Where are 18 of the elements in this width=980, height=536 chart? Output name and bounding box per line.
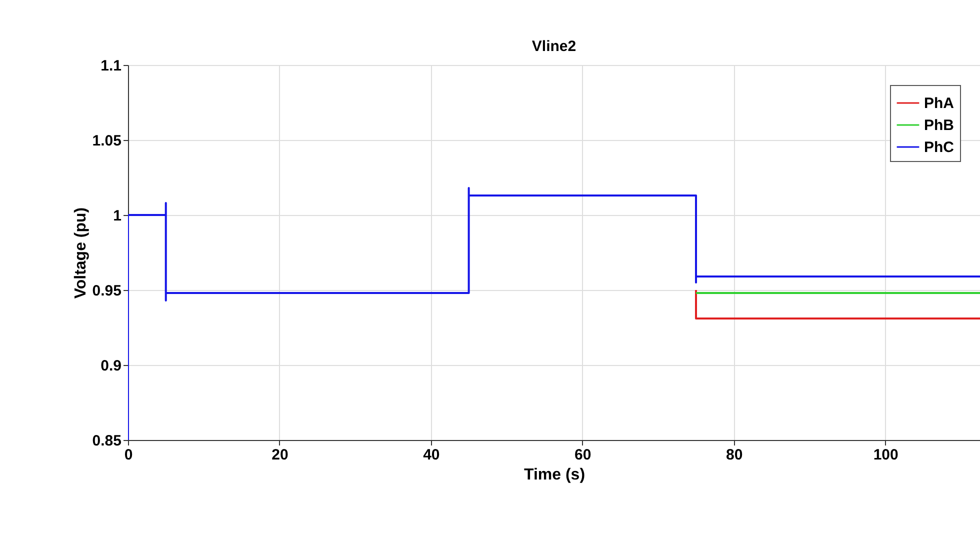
x-tick-label: 60 (574, 446, 592, 464)
x-axis-title: Time (s) (524, 466, 586, 484)
legend-label: PhC (924, 139, 954, 156)
legend-label: PhA (924, 95, 954, 112)
y-axis-title: Voltage (pu) (72, 207, 90, 299)
x-tick-label: 20 (272, 446, 288, 464)
y-tick-label: 1.1 (100, 58, 122, 74)
y-tick-label: 1.05 (92, 132, 122, 150)
x-tick-label: 80 (726, 446, 743, 464)
x-tick-label: 40 (423, 446, 440, 464)
y-tick-label: 0.9 (100, 358, 122, 374)
legend-label: PhB (924, 117, 954, 134)
y-tick-label: 0.95 (92, 282, 122, 300)
y-tick-label: 1 (113, 208, 122, 224)
x-tick-label: 0 (124, 446, 133, 464)
x-tick-label: 100 (873, 446, 898, 464)
y-tick-label: 0.85 (92, 432, 122, 450)
chart-title: Vline2 (532, 38, 576, 55)
